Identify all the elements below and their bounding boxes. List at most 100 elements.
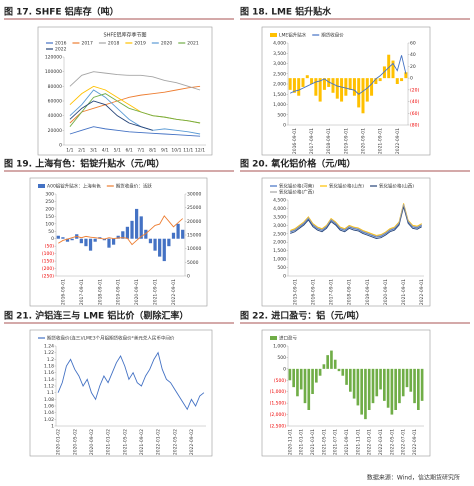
bar: [349, 368, 352, 392]
x-tick-label: 2018-09-01: [97, 279, 103, 305]
x-tick-label: 4/1: [102, 148, 109, 154]
bar: [153, 238, 157, 251]
y-tick-label: 3,500: [273, 51, 286, 57]
y-tick-label: 2,000: [273, 240, 286, 246]
x-tick-label: 7/1: [137, 148, 144, 154]
y-tick-label: 1.12: [44, 384, 54, 390]
x-tick-label: 2021-05-02: [122, 429, 128, 455]
line-series: [57, 351, 205, 411]
x-tick-label: 8/1: [149, 148, 156, 154]
chart-title: SHFE铝库存季节图: [104, 32, 147, 39]
bar: [61, 237, 65, 239]
x-tick-label: 2021-09-01: [153, 279, 159, 305]
figure-caption: 图 22. 进口盈亏：铝（元/吨）: [240, 310, 365, 322]
bar: [356, 368, 360, 406]
x-tick-label: 2021-09-01: [344, 429, 350, 455]
bar: [361, 78, 365, 114]
bar: [360, 368, 363, 415]
x-tick-label: 2020-01-02: [56, 429, 62, 455]
x-tick-label: 2016-09-01: [310, 279, 316, 305]
y2-tick-label: (60): [410, 111, 419, 117]
x-tick-label: 2017-09-01: [79, 279, 85, 305]
legend-label: A00铝锭升贴水：上海有色: [47, 183, 101, 190]
y2-tick-label: 0: [410, 76, 413, 82]
bar: [107, 238, 111, 248]
x-tick-label: 2019-09-01: [343, 128, 349, 154]
bar: [70, 238, 74, 241]
bar: [365, 78, 369, 102]
x-tick-label: 10/1: [171, 148, 181, 154]
y-tick-label: 1: [51, 424, 54, 430]
x-tick-label: 9/1: [161, 148, 168, 154]
bar: [417, 368, 420, 410]
bar: [318, 78, 322, 102]
legend-label: 氧化铝价格(河南): [279, 183, 314, 190]
y-tick-label: 500: [277, 112, 286, 118]
legend-label: 氧化铝价格(山东): [329, 183, 364, 190]
x-tick-label: 2022-03-01: [378, 429, 384, 455]
y-tick-label: 500: [277, 355, 286, 361]
bar: [130, 220, 134, 239]
bar: [310, 78, 314, 84]
bar: [84, 238, 88, 247]
bar: [390, 368, 394, 415]
y2-tick-label: (20): [410, 87, 419, 93]
bar: [345, 368, 348, 385]
bar: [348, 78, 352, 90]
x-tick-label: 2021-01-02: [106, 429, 112, 455]
bar: [315, 368, 318, 383]
legend-label: 2017: [81, 41, 93, 47]
legend-swatch: [38, 184, 45, 188]
bar: [367, 368, 371, 410]
y2-tick-label: 10000: [187, 246, 201, 252]
y-tick-label: 3,500: [273, 214, 286, 220]
y-tick-label: 4,000: [273, 41, 286, 47]
line-series: [69, 100, 153, 131]
y-tick-label: 2,000: [273, 82, 286, 88]
bar: [379, 368, 382, 390]
bar: [387, 54, 391, 79]
bar: [340, 78, 344, 102]
x-tick-label: 2020-09-01: [134, 279, 140, 305]
figure-caption: 图 19. 上海有色：铝锭升贴水（元/吨）: [4, 158, 165, 170]
legend-label: 氧化铝价格(山西): [379, 183, 414, 190]
legend-label: 2016: [55, 41, 67, 47]
y-tick-label: 1.02: [44, 417, 54, 423]
bar: [352, 78, 356, 96]
bar: [335, 78, 339, 99]
bar: [111, 238, 116, 245]
bar: [318, 368, 322, 376]
bar: [135, 208, 139, 239]
y-tick-label: 1,500: [273, 248, 286, 254]
bar: [296, 368, 299, 397]
x-tick-label: 2022-01-02: [156, 429, 162, 455]
y-tick-label: 0: [283, 123, 286, 129]
x-tick-label: 2022-09-02: [189, 429, 195, 455]
bar: [56, 235, 60, 239]
y-tick-label: 4,500: [273, 198, 286, 204]
y2-tick-label: 5000: [187, 260, 199, 266]
legend-swatch: [270, 33, 277, 37]
x-tick-label: 2022-09-01: [395, 128, 401, 154]
bar: [357, 78, 361, 108]
x-tick-label: 2021-09-02: [139, 429, 145, 455]
bar: [292, 368, 295, 388]
x-tick-label: 12/1: [195, 148, 205, 154]
bar: [413, 368, 416, 404]
x-tick-label: 2020-11-01: [287, 429, 293, 455]
y-tick-label: 0: [59, 143, 62, 149]
y-tick-label: 150: [45, 214, 54, 220]
bar: [297, 78, 301, 96]
y2-tick-label: (40): [410, 99, 419, 105]
y-tick-label: 1.14: [44, 377, 54, 383]
y-tick-label: 1,000: [273, 102, 286, 108]
bar: [386, 368, 390, 408]
bar: [341, 368, 345, 376]
y-tick-label: (2,000): [270, 412, 287, 418]
legend-label: 2018: [108, 41, 120, 47]
bar: [148, 238, 153, 244]
bar: [88, 238, 93, 251]
bar: [162, 238, 166, 262]
y-tick-label: 200: [45, 206, 54, 212]
bar: [420, 368, 424, 401]
